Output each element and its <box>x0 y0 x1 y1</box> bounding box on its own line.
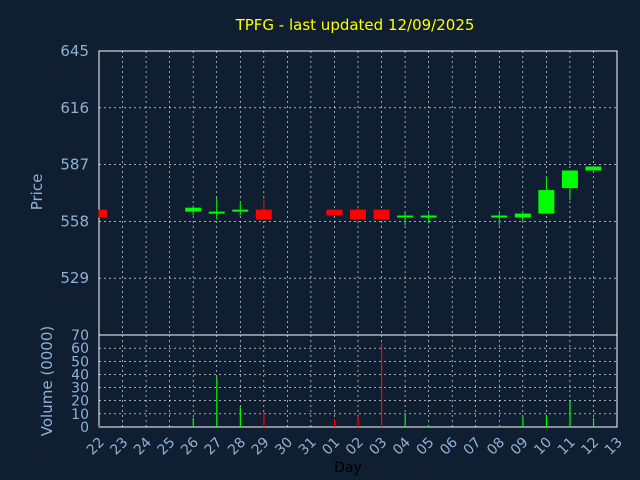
day-tick-label: 26 <box>178 434 202 458</box>
day-tick-label: 27 <box>202 435 226 459</box>
candles <box>98 166 602 226</box>
volume-bar <box>357 416 359 427</box>
candle-body <box>255 209 272 220</box>
chart-title: TPFG - last updated 12/09/2025 <box>235 16 475 34</box>
volume-axis-label: Volume (0000) <box>38 326 56 436</box>
price-tick-label: 616 <box>60 99 89 117</box>
volume-bars <box>98 342 595 427</box>
day-tick-label: 02 <box>343 435 367 459</box>
day-axis-ticks: 22 23 24 25 26 27 28 29 30 31 01 02 03 04 05 06 07 08 09 10… <box>84 434 626 458</box>
day-axis-label: Day <box>334 460 362 476</box>
day-tick-label: 24 <box>131 434 155 458</box>
volume-bar <box>192 417 194 427</box>
candle-body <box>420 215 437 218</box>
day-tick-label: 25 <box>155 435 179 459</box>
volume-bar <box>239 407 241 427</box>
volume-bar <box>216 377 218 427</box>
candle-body <box>491 215 508 218</box>
volume-bar <box>98 426 100 427</box>
day-tick-label: 11 <box>555 435 579 459</box>
candle-body <box>585 166 602 171</box>
candle-body <box>350 209 366 220</box>
candle-body <box>397 215 414 218</box>
candle-body <box>538 190 555 214</box>
volume-tick-label: 0 <box>80 420 89 436</box>
volume-tick-label: 40 <box>71 367 89 383</box>
volume-tick-label: 50 <box>71 354 89 370</box>
volume-bar <box>404 413 406 427</box>
volume-tick-label: 60 <box>71 341 89 357</box>
day-tick-label: 05 <box>414 435 438 459</box>
day-tick-label: 22 <box>84 435 108 459</box>
price-tick-label: 558 <box>60 212 89 230</box>
day-tick-label: 29 <box>249 435 273 459</box>
volume-tick-label: 70 <box>71 328 89 344</box>
volume-tick-label: 30 <box>71 381 89 397</box>
candle-body <box>185 207 202 212</box>
candle-body <box>99 209 107 218</box>
day-tick-label: 08 <box>484 435 508 459</box>
candle-body <box>232 209 249 212</box>
day-tick-label: 10 <box>531 435 555 459</box>
volume-bar <box>428 425 430 427</box>
day-tick-label: 28 <box>225 435 249 459</box>
price-axis-ticks: 645 616 587 558 529 <box>60 42 89 287</box>
day-tick-label: 07 <box>461 435 485 459</box>
volume-bar <box>498 425 500 427</box>
volume-tick-label: 10 <box>71 407 89 423</box>
volume-bar <box>545 415 548 427</box>
volume-tick-label: 20 <box>71 394 89 410</box>
candle-body <box>208 211 225 214</box>
day-tick-label: 12 <box>578 435 602 459</box>
price-tick-label: 645 <box>60 42 89 60</box>
volume-bar <box>263 412 265 427</box>
day-tick-label: 06 <box>437 434 461 458</box>
day-tick-label: 03 <box>366 435 390 459</box>
volume-bar <box>592 417 595 427</box>
price-grid <box>99 51 617 335</box>
volume-bar <box>569 400 571 427</box>
day-tick-label: 23 <box>107 435 131 459</box>
day-tick-label: 30 <box>272 435 296 459</box>
price-axis-label: Price <box>28 174 46 211</box>
day-tick-label: 04 <box>390 434 414 458</box>
candle-body <box>514 213 531 218</box>
price-tick-label: 529 <box>60 269 89 287</box>
day-tick-label: 31 <box>296 435 320 459</box>
day-tick-label: 01 <box>319 435 343 459</box>
volume-grid <box>99 335 617 427</box>
candle-body <box>561 170 578 189</box>
volume-bar <box>333 419 336 427</box>
day-tick-label: 13 <box>602 435 626 459</box>
volume-bar <box>381 342 383 427</box>
candle-body <box>373 209 390 220</box>
price-tick-label: 587 <box>60 156 89 174</box>
day-tick-label: 09 <box>508 435 532 459</box>
volume-bar <box>522 416 524 427</box>
candle-body <box>326 209 343 216</box>
